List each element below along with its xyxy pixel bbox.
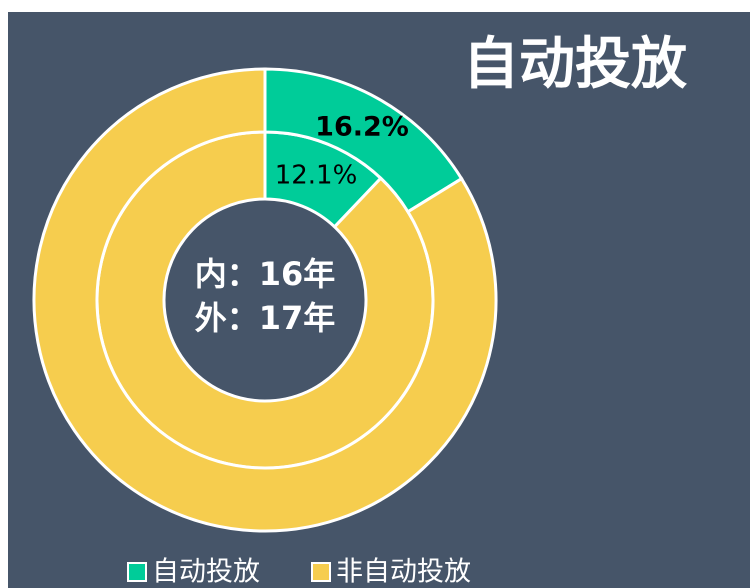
data-label: 16.2% <box>315 112 409 143</box>
chart-title: 自动投放 <box>463 32 687 97</box>
legend-swatch <box>127 562 147 582</box>
center-annotation: 内：16年 <box>195 255 336 293</box>
legend-label: 自动投放 <box>152 557 260 588</box>
data-label: 12.1% <box>275 161 358 191</box>
center-annotation: 外：17年 <box>195 299 336 337</box>
legend-swatch <box>311 562 331 582</box>
legend-label: 非自动投放 <box>336 557 471 588</box>
donut-segment <box>32 67 498 533</box>
